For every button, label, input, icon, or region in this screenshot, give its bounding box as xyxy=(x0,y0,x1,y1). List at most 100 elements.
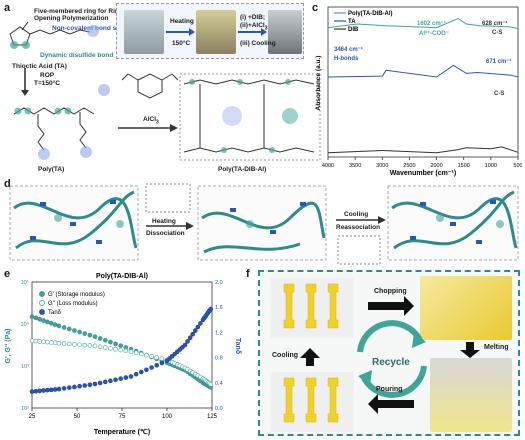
chain-6 xyxy=(393,190,515,250)
panel-d-letter: d xyxy=(4,178,11,190)
rheo-xtick-label: 25 xyxy=(29,414,36,420)
product-top-chain xyxy=(183,79,315,85)
clusters xyxy=(30,200,496,244)
rheo-point xyxy=(82,331,88,336)
rheo-point xyxy=(45,319,50,325)
ring-title: Five-membered ring for Ring-Opening Poly… xyxy=(34,8,126,23)
rheo-point xyxy=(41,318,46,323)
rheo-point xyxy=(149,365,154,370)
rheo-point xyxy=(192,328,198,333)
chain-5 xyxy=(391,197,518,249)
dib-ext3 xyxy=(121,73,129,81)
poly-ta-s4 xyxy=(64,107,72,115)
ftir-xtick-label: 4000 xyxy=(322,163,334,169)
ftir-ann-al: Al³⁺-COO⁻ xyxy=(419,30,449,37)
rheo-point xyxy=(128,374,134,379)
rheo-point xyxy=(77,383,82,389)
product-s-5 xyxy=(269,147,275,153)
rheo-legend-label: Tanδ xyxy=(48,310,62,316)
rheo-point xyxy=(108,378,113,384)
product-arrow-head xyxy=(170,124,178,132)
cluster-12 xyxy=(410,236,416,240)
ftir-legend-label: TA xyxy=(348,19,356,25)
f-cooling-label: Cooling xyxy=(272,352,299,359)
rheo-point xyxy=(37,388,43,394)
rheo-legend: G' (Storage modulus) G'' (Loss modulus) Ta… xyxy=(39,291,105,316)
cluster-10 xyxy=(450,222,456,226)
rheo-point xyxy=(182,342,188,348)
panel-a-letter: a xyxy=(4,2,11,14)
f-recycle-label: Recycle xyxy=(372,357,410,368)
rheo-point xyxy=(118,376,124,381)
rheo-point xyxy=(92,343,98,349)
ftir-ann-671: 671 cm⁻¹ xyxy=(486,58,512,65)
b-heating-label: Heating xyxy=(170,18,194,25)
rheo-point xyxy=(159,360,165,366)
rheo-title: Poly(TA-DIB-Al) xyxy=(96,273,148,280)
ftir-series-line xyxy=(327,64,519,78)
rheo-point xyxy=(82,383,88,388)
cluster-13 xyxy=(476,240,482,244)
rheo-ylabel-right: Tanδ xyxy=(234,338,241,354)
panel-e-letter: e xyxy=(4,268,11,280)
ftir-xtick-label: 2000 xyxy=(430,163,442,169)
rheo-xtick-label: 75 xyxy=(119,414,126,420)
dogbone-photo-bottom xyxy=(270,372,354,432)
rheo-point xyxy=(138,351,144,357)
rheo-point xyxy=(77,329,82,335)
cluster-6 xyxy=(230,208,236,212)
rheo-legend-label: G'' (Loss modulus) xyxy=(48,301,98,307)
rheo-point xyxy=(82,342,88,348)
poly-ta-acid1 xyxy=(38,148,50,160)
rheo-point xyxy=(108,339,113,345)
product-s-3 xyxy=(285,79,291,85)
product-bottom-chain xyxy=(183,147,315,153)
chopped-photo xyxy=(420,276,512,340)
rheo-point xyxy=(128,349,134,354)
rheo-point xyxy=(56,386,62,392)
rheo-point xyxy=(198,321,203,326)
rheo-point xyxy=(56,323,62,329)
d-dissociation-label: Dissociation xyxy=(146,230,185,237)
product-hbond-blob xyxy=(222,106,242,126)
rheo-point xyxy=(208,381,214,387)
al-center-2 xyxy=(116,220,124,228)
vial-photo-3 xyxy=(268,10,302,54)
rheo-point xyxy=(87,332,93,338)
rheo-point xyxy=(154,362,160,368)
rheo-point xyxy=(45,339,50,345)
al-center-5 xyxy=(496,220,504,228)
ftir-xticks: 4000 3500 3000 2500 2000 1500 1000 500 xyxy=(322,157,522,169)
rheo-point xyxy=(72,328,77,333)
rheo-point xyxy=(102,379,108,385)
ftir-ylabel: Absorbance (a.u.) xyxy=(315,56,322,111)
rheo-point xyxy=(33,388,39,394)
cluster-5 xyxy=(96,240,102,244)
rheo-point xyxy=(37,316,43,322)
rheo-xtick-label: 100 xyxy=(162,414,173,420)
rheo-xtick-label: 125 xyxy=(207,414,218,420)
rheo-point xyxy=(159,356,165,361)
ftir-xtick-label: 1000 xyxy=(485,163,497,169)
rheo-point xyxy=(208,306,214,312)
rheo-point xyxy=(33,315,39,321)
rheo-point xyxy=(29,389,35,394)
b-step-ii: (ii)+AlCl3 xyxy=(240,22,268,32)
ftir-xtick-label: 1500 xyxy=(458,163,470,169)
vial-photo-2 xyxy=(196,10,236,54)
acid-label: Thioctic Acid (TA) xyxy=(12,63,67,70)
rheo-series xyxy=(29,306,214,394)
rheo-yleft-label: 10³ xyxy=(21,364,29,370)
rheo-yright-label: 0.8 xyxy=(215,356,223,362)
rheo-point xyxy=(41,388,46,393)
rheo-point xyxy=(45,387,50,393)
rheo-point xyxy=(87,343,93,348)
rheo-point xyxy=(118,347,124,353)
catalyst-label: AlCl3 xyxy=(143,116,159,126)
ta-ring xyxy=(9,26,31,46)
ftir-series-line xyxy=(327,18,519,29)
rheo-yright-label: 0.4 xyxy=(215,381,223,387)
rheo-point xyxy=(61,386,67,391)
inset-box-2 xyxy=(337,235,381,265)
b-step-i: (i) +DIB; xyxy=(240,14,266,21)
